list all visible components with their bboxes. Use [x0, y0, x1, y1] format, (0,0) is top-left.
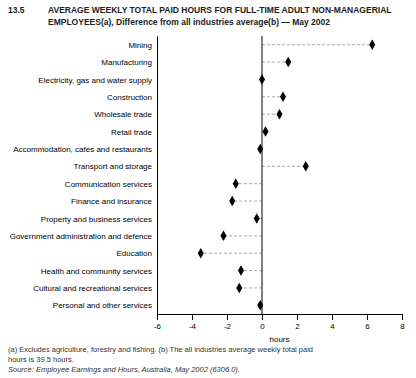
dot	[220, 231, 226, 242]
chart: 13.5 AVERAGE WEEKLY TOTAL PAID HOURS FOR …	[0, 0, 416, 378]
tick: -2	[224, 314, 232, 331]
category-tick: Construction	[107, 93, 152, 102]
tick-label: Electricity, gas and water supply	[38, 75, 152, 84]
x-axis-title: hours	[269, 335, 289, 344]
tick-label: 6	[365, 322, 370, 331]
dot	[262, 126, 268, 137]
tick-mark	[157, 314, 158, 320]
dot	[198, 248, 204, 259]
tick-label: 4	[330, 322, 335, 331]
tick-label: -2	[224, 322, 232, 331]
dot	[259, 74, 265, 85]
title: AVERAGE WEEKLY TOTAL PAID HOURS FOR FULL…	[48, 5, 391, 15]
tick-label: Mining	[128, 41, 152, 50]
stem	[232, 201, 262, 202]
category-tick: Wholesale trade	[94, 110, 152, 119]
tick: 0	[260, 314, 265, 331]
category-tick: Property and business services	[41, 214, 152, 223]
stem	[241, 270, 262, 271]
category-tick: Electricity, gas and water supply	[38, 75, 152, 84]
stem	[239, 287, 262, 288]
tick-label: Transport and storage	[74, 162, 153, 171]
tick-mark	[227, 314, 228, 320]
dot	[254, 213, 260, 224]
tick-mark	[262, 314, 263, 320]
tick-label: 0	[260, 322, 265, 331]
dot	[257, 300, 263, 311]
footnotes: (a) Excludes agriculture, forestry and f…	[8, 345, 313, 374]
stem	[262, 62, 288, 63]
tick-label: Accommodation, cafes and restaurants	[13, 145, 152, 154]
dot	[303, 161, 309, 172]
stem	[262, 44, 372, 45]
category-tick: Manufacturing	[101, 58, 152, 67]
dot	[276, 109, 282, 120]
tick: 4	[330, 314, 335, 331]
tick: 2	[295, 314, 300, 331]
tick-label: Communication services	[65, 180, 152, 189]
tick-mark	[332, 314, 333, 320]
tick: -6	[154, 314, 162, 331]
axis-line	[157, 37, 158, 315]
marks	[198, 36, 376, 314]
footnote: hours is 39.5 hours.	[8, 355, 74, 364]
category-tick: Communication services	[65, 180, 152, 189]
tick-label: Retail trade	[111, 128, 152, 137]
tick-label: Cultural and recreational services	[33, 284, 152, 293]
title: 13.5	[8, 5, 25, 15]
category-tick: Transport and storage	[74, 162, 153, 171]
title-group: 13.5 AVERAGE WEEKLY TOTAL PAID HOURS FOR …	[8, 5, 391, 27]
category-tick: Finance and insurance	[71, 197, 152, 206]
category-tick: Retail trade	[111, 128, 152, 137]
tick-label: 2	[295, 322, 300, 331]
footnote: Source: Employee Earnings and Hours, Aus…	[8, 365, 240, 374]
title: EMPLOYEES(a), Difference from all indust…	[48, 17, 330, 27]
category-tick: Mining	[128, 41, 152, 50]
dot	[229, 196, 235, 207]
tick: 8	[400, 314, 405, 331]
tick-label: Health and community services	[41, 267, 152, 276]
tick-label: Government administration and defence	[10, 232, 153, 241]
tick-label: 8	[400, 322, 405, 331]
tick-label: Construction	[107, 93, 152, 102]
category-tick: Health and community services	[41, 267, 152, 276]
stem	[201, 253, 262, 254]
tick-label: Manufacturing	[101, 58, 152, 67]
tick-label: -4	[189, 322, 197, 331]
tick-mark	[402, 314, 403, 320]
stem	[224, 235, 263, 236]
stem	[236, 183, 262, 184]
dot	[236, 283, 242, 294]
category-tick: Education	[116, 249, 152, 258]
tick: -4	[189, 314, 197, 331]
category-tick: Government administration and defence	[10, 232, 153, 241]
tick: 6	[365, 314, 370, 331]
plot: -6 -4 -2 0 2 4 6 8 Mining Manufacturing Electricit…	[10, 36, 406, 331]
tick-mark	[367, 314, 368, 320]
dot	[233, 178, 239, 189]
dot	[257, 144, 263, 155]
axis-line	[158, 315, 403, 321]
x-axis: -6 -4 -2 0 2 4 6 8	[154, 314, 405, 331]
stem	[262, 96, 283, 97]
dot	[285, 57, 291, 68]
footnote: (a) Excludes agriculture, forestry and f…	[8, 345, 313, 354]
tick-label: Personal and other services	[53, 301, 152, 310]
stem	[262, 166, 306, 167]
tick-label: Wholesale trade	[94, 110, 152, 119]
dot	[280, 92, 286, 103]
dot	[369, 39, 375, 50]
category-tick: Accommodation, cafes and restaurants	[13, 145, 152, 154]
tick-label: Property and business services	[41, 214, 152, 223]
tick-mark	[297, 314, 298, 320]
tick-mark	[192, 314, 193, 320]
dot	[238, 265, 244, 276]
tick-label: Finance and insurance	[71, 197, 152, 206]
tick-label: Education	[116, 249, 152, 258]
category-tick: Cultural and recreational services	[33, 284, 152, 293]
tick-label: -6	[154, 322, 162, 331]
category-tick: Personal and other services	[53, 301, 152, 310]
y-axis: Mining Manufacturing Electricity, gas and …	[10, 37, 158, 315]
